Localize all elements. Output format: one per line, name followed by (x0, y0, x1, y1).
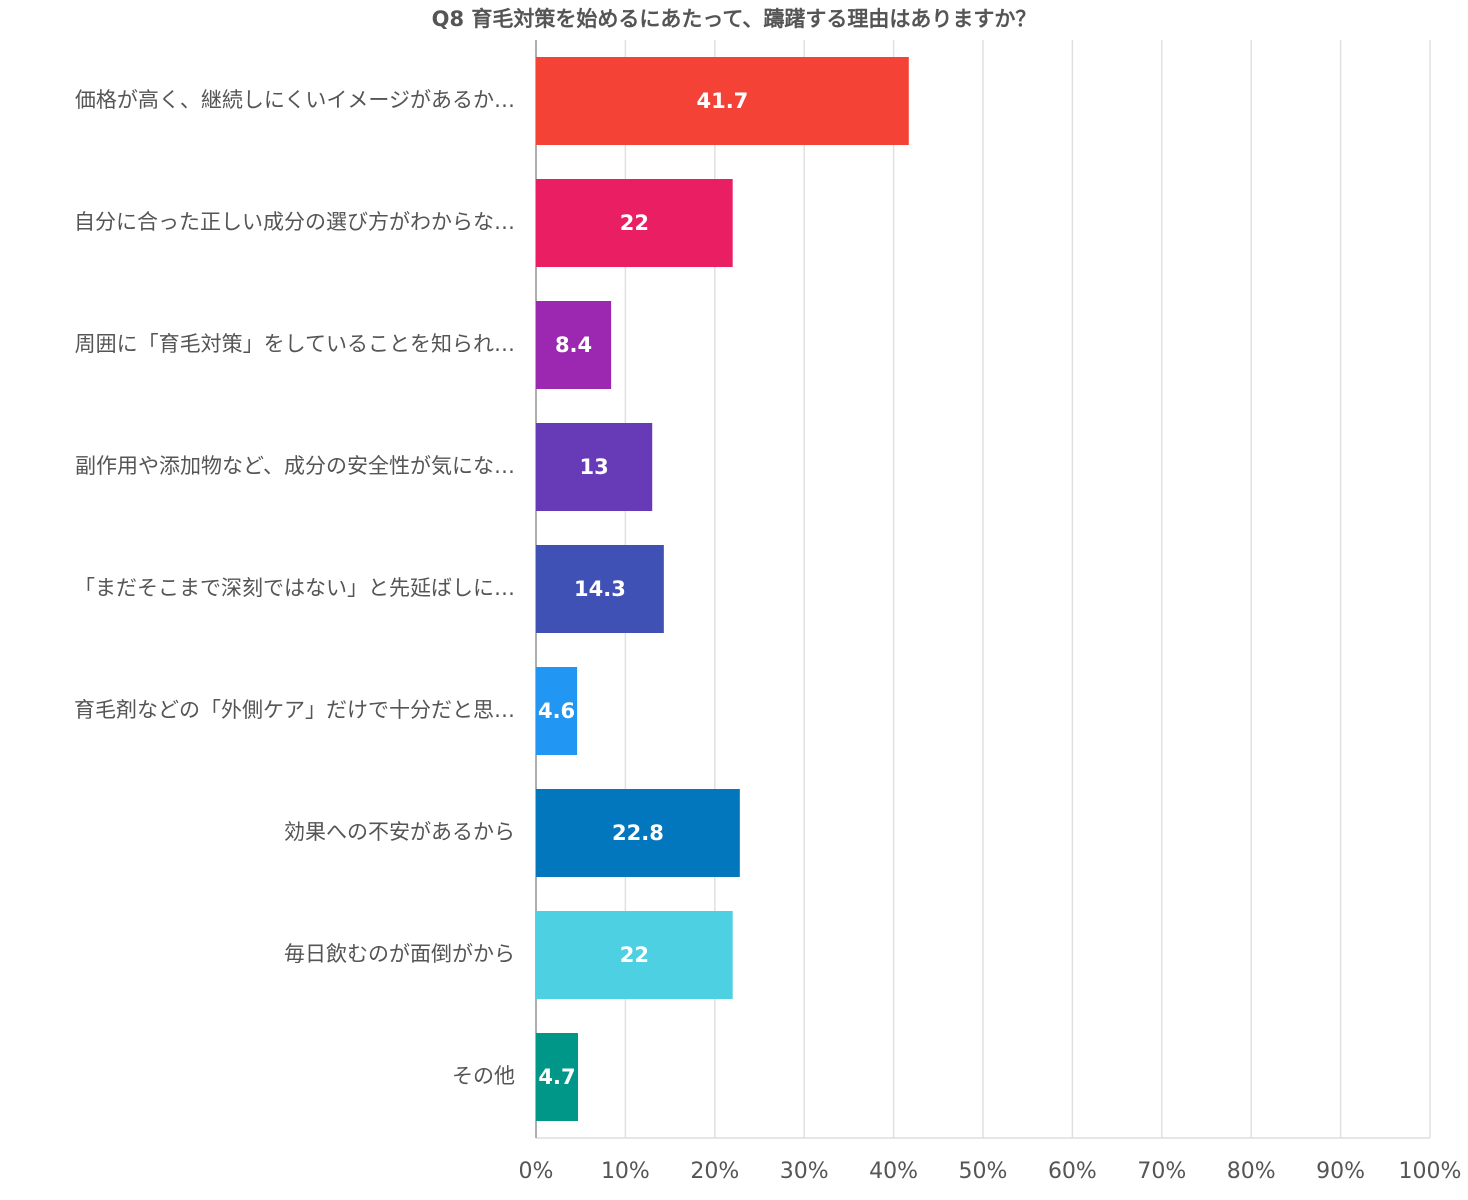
y-tick-label: 育毛剤などの「外側ケア」だけで十分だと思… (74, 698, 515, 722)
bar (536, 179, 733, 267)
y-tick-label: 自分に合った正しい成分の選び方がわからな… (74, 210, 515, 234)
x-tick-label: 30% (780, 1159, 829, 1184)
x-tick-label: 80% (1227, 1159, 1276, 1184)
y-tick-label: 毎日飲むのが面倒がから (284, 942, 515, 966)
x-tick-label: 40% (869, 1159, 918, 1184)
bar (536, 667, 578, 755)
y-tick-label: 効果への不安があるから (284, 820, 515, 844)
data-label: 22 (620, 943, 649, 967)
data-label: 8.4 (555, 333, 592, 357)
x-tick-label: 90% (1316, 1159, 1365, 1184)
x-tick-label: 60% (1048, 1159, 1097, 1184)
bar (536, 911, 733, 999)
data-label: 41.7 (696, 89, 748, 113)
y-tick-label: 副作用や添加物など、成分の安全性が気にな… (75, 454, 515, 478)
y-tick-label: その他 (452, 1064, 515, 1088)
x-tick-label: 50% (959, 1159, 1008, 1184)
data-label: 22 (620, 211, 649, 235)
x-tick-label: 10% (601, 1159, 650, 1184)
x-tick-label: 70% (1137, 1159, 1186, 1184)
bar (536, 545, 664, 633)
bar (536, 423, 653, 511)
bar (536, 57, 909, 145)
y-tick-label: 価格が高く、継続しにくいイメージがあるか… (75, 88, 515, 112)
y-tick-label: 周囲に「育毛対策」をしていることを知られ… (75, 332, 515, 356)
bar (536, 301, 612, 389)
data-label: 4.6 (538, 699, 575, 723)
data-label: 4.7 (538, 1065, 575, 1089)
y-tick-label: 「まだそこまで深刻ではない」と先延ばしに… (74, 576, 515, 600)
x-tick-label: 100% (1399, 1159, 1462, 1184)
data-label: 13 (579, 455, 608, 479)
bar (536, 789, 740, 877)
data-label: 14.3 (574, 577, 626, 601)
bar (536, 1033, 579, 1121)
chart-title: Q8 育毛対策を始めるにあたって、躊躇する理由はありますか？ (432, 7, 1037, 31)
data-label: 22.8 (612, 821, 664, 845)
x-tick-label: 0% (519, 1159, 554, 1184)
x-tick-label: 20% (690, 1159, 739, 1184)
